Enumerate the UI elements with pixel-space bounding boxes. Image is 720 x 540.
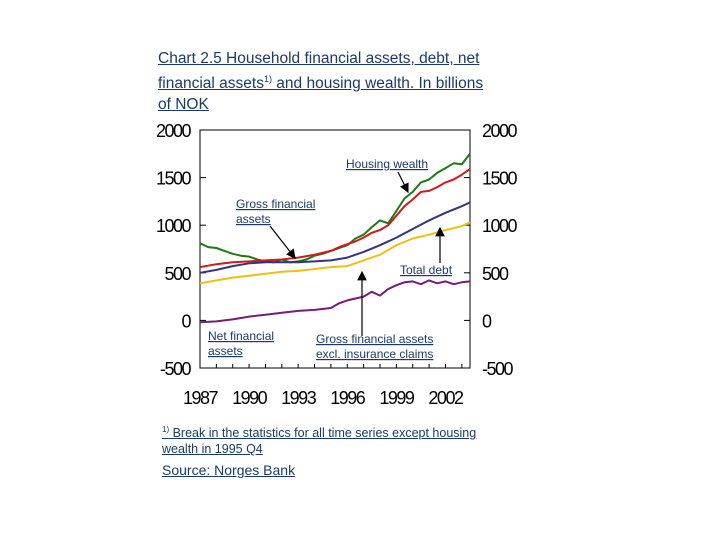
chart-title: Chart 2.5 Household financial assets, de… (158, 48, 488, 115)
annotation-label: assets (236, 212, 271, 226)
series-line-4 (199, 279, 471, 324)
x-tick-label: 1996 (330, 388, 366, 408)
title-superscript: 1) (263, 74, 272, 84)
title-text: Chart 2.5 Household financial assets, de… (158, 50, 480, 93)
x-tick-label: 1987 (183, 388, 219, 408)
series-line-1 (199, 168, 471, 269)
annotation-label: excl. insurance claims (316, 347, 433, 361)
plot-frame (199, 129, 471, 369)
series-line-3 (199, 221, 471, 285)
annotation-label: Net financial (208, 329, 274, 343)
source-note: Source: Norges Bank (162, 462, 296, 478)
series-line-2 (199, 201, 471, 274)
y-tick-label-right: 1000 (482, 216, 518, 236)
annotation-label: Gross financial (236, 197, 315, 211)
annotation-label: Housing wealth (346, 157, 428, 171)
y-tick-label-right: 1500 (482, 169, 518, 189)
annotation-label: Gross financial assets (316, 332, 433, 346)
footnote-superscript: 1) (162, 425, 170, 434)
y-tick-label-left: 2000 (156, 121, 192, 141)
footnote-text: Break in the statistics for all time ser… (162, 426, 477, 457)
annotation-arrow (397, 171, 409, 194)
title-text-suffix: and housing wealth. In billions of NOK (158, 75, 484, 114)
x-tick-label: 1999 (379, 388, 415, 408)
y-tick-label-left: -500 (160, 359, 192, 379)
y-tick-label-right: -500 (482, 359, 514, 379)
annotation-label: assets (208, 344, 243, 358)
annotation-label: Total debt (400, 263, 453, 277)
y-tick-label-right: 2000 (482, 121, 518, 141)
y-tick-label-left: 1500 (156, 169, 192, 189)
y-tick-label-right: 500 (482, 264, 509, 284)
y-tick-label-right: 0 (482, 311, 492, 331)
annotation-arrow (269, 225, 296, 259)
x-tick-label: 2002 (428, 388, 464, 408)
x-tick-label: 1990 (232, 388, 268, 408)
y-tick-label-left: 500 (164, 264, 191, 284)
footnote: 1) Break in the statistics for all time … (162, 422, 482, 457)
y-tick-label-left: 1000 (156, 216, 192, 236)
y-tick-label-left: 0 (181, 311, 191, 331)
x-tick-label: 1993 (281, 388, 317, 408)
